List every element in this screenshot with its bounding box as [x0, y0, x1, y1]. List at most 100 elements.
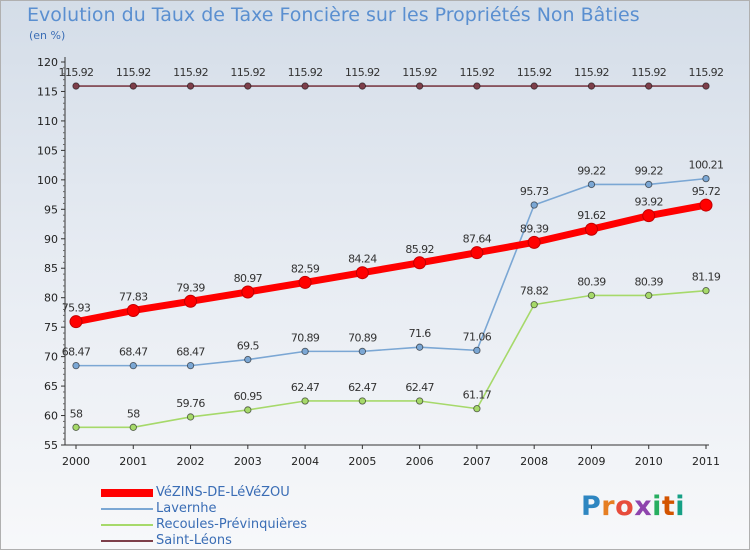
brand-letter: x — [634, 491, 653, 522]
data-point — [244, 82, 252, 90]
legend-swatch — [101, 540, 153, 542]
data-point — [587, 291, 596, 300]
brand-letter: r — [601, 491, 616, 522]
data-point — [645, 180, 653, 189]
data-point — [415, 397, 424, 405]
data-label: 61.17 — [463, 389, 492, 402]
data-label: 70.89 — [348, 331, 377, 344]
data-point — [358, 397, 367, 405]
x-tick-label: 2011 — [692, 455, 720, 468]
x-tick-label: 2010 — [635, 455, 663, 468]
x-tick-label: 2008 — [520, 455, 548, 468]
data-point — [244, 406, 252, 414]
data-label: 115.92 — [288, 66, 323, 79]
data-label: 85.92 — [405, 243, 434, 256]
data-label: 115.92 — [345, 66, 380, 79]
data-point — [584, 222, 598, 236]
x-tick-label: 2004 — [291, 455, 319, 468]
data-label: 62.47 — [405, 381, 434, 394]
data-point — [72, 82, 80, 90]
legend-item: Lavernhe — [101, 501, 307, 517]
data-label: 115.92 — [230, 66, 265, 79]
data-label: 62.47 — [348, 381, 377, 394]
data-point — [527, 235, 541, 249]
legend-item: VéZINS-DE-LéVéZOU — [101, 485, 307, 501]
legend-label: Saint-Léons — [156, 533, 232, 548]
x-tick-label: 2003 — [234, 455, 262, 468]
brand-letter: i — [675, 491, 686, 522]
data-label: 68.47 — [119, 346, 148, 359]
data-point — [699, 198, 713, 212]
data-point — [473, 404, 481, 413]
y-tick-label: 95 — [44, 203, 58, 216]
y-tick-label: 70 — [44, 351, 58, 364]
legend-item: Recoules-Prévinquières — [101, 517, 307, 533]
chart-title: Evolution du Taux de Taxe Foncière sur l… — [27, 4, 640, 26]
x-tick-label: 2009 — [577, 455, 605, 468]
data-point — [702, 287, 710, 295]
legend: VéZINS-DE-LéVéZOU Lavernhe Recoules-Prévin… — [101, 485, 307, 549]
data-point — [473, 82, 481, 90]
y-tick-label: 55 — [44, 439, 58, 452]
data-point — [241, 285, 255, 299]
legend-label: Lavernhe — [156, 501, 217, 516]
data-point — [642, 209, 656, 223]
x-tick-label: 2005 — [348, 455, 376, 468]
x-tick-label: 2006 — [406, 455, 434, 468]
data-label: 79.39 — [176, 281, 205, 294]
data-point — [186, 413, 195, 421]
data-point — [702, 174, 710, 183]
data-label: 80.39 — [634, 275, 663, 288]
data-label: 62.47 — [291, 381, 320, 394]
x-tick-label: 2000 — [62, 455, 90, 468]
brand-letter: P — [581, 491, 602, 522]
data-label: 60.95 — [234, 390, 263, 403]
data-point — [358, 347, 367, 356]
series-line — [75, 201, 707, 326]
data-label: 115.92 — [689, 66, 724, 79]
y-tick-label: 90 — [44, 233, 58, 246]
data-point — [470, 246, 484, 260]
brand-letter: i — [652, 491, 662, 522]
data-label: 115.92 — [402, 66, 437, 79]
data-point — [186, 361, 195, 370]
y-tick-label: 85 — [44, 262, 58, 275]
data-point — [587, 82, 596, 90]
data-point — [301, 397, 309, 405]
legend-label: Recoules-Prévinquières — [156, 517, 308, 532]
data-point — [126, 303, 140, 317]
data-point — [244, 355, 252, 364]
data-label: 58 — [127, 407, 140, 420]
data-label: 115.92 — [517, 66, 552, 79]
legend-swatch — [101, 508, 153, 510]
x-tick-label: 2007 — [463, 455, 491, 468]
data-label: 99.22 — [634, 164, 663, 177]
data-point — [587, 180, 596, 189]
legend-swatch — [101, 524, 153, 526]
data-label: 115.92 — [574, 66, 609, 79]
data-label: 78.82 — [520, 285, 549, 298]
data-point — [702, 82, 710, 90]
data-point — [473, 346, 481, 355]
data-point — [129, 361, 137, 370]
data-label: 84.24 — [348, 253, 377, 266]
data-label: 81.19 — [692, 271, 721, 284]
data-point — [415, 82, 424, 90]
data-label: 82.59 — [291, 262, 320, 275]
data-point — [530, 82, 538, 90]
data-label: 91.62 — [577, 209, 606, 222]
brand-letter: t — [661, 491, 676, 522]
data-point — [413, 256, 427, 270]
data-label: 80.97 — [234, 272, 263, 285]
data-label: 71.06 — [463, 330, 492, 343]
brand-letter: o — [615, 491, 635, 522]
legend-label: VéZINS-DE-LéVéZOU — [156, 485, 290, 500]
y-tick-label: 110 — [37, 115, 58, 128]
line-chart: 55 60 65 70 75 80 85 90 95 100 105 110 115 120 2000 200… — [37, 56, 724, 468]
data-point — [645, 82, 653, 90]
y-tick-label: 120 — [37, 56, 58, 69]
data-label: 59.76 — [176, 397, 205, 410]
data-point — [530, 201, 538, 209]
brand-logo: Proxiti — [581, 491, 685, 522]
data-label: 71.6 — [409, 327, 432, 340]
